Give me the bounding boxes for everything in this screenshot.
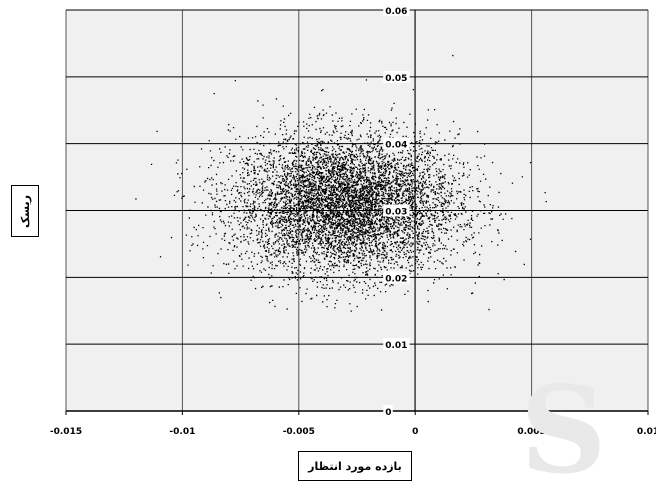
y-tick-label: 0.06 [385,7,407,17]
y-tick-label-bg [383,4,410,16]
x-tick-label: -0.015 [50,427,82,437]
y-tick-label-bg [383,204,410,217]
y-tick-label: 0.02 [385,274,407,284]
y-tick-label-bg [383,137,410,150]
watermark-shape: S [520,360,607,501]
y-tick-label-bg [383,405,393,417]
y-tick-label-bg [383,338,410,351]
y-tick-label: 0.04 [385,141,407,151]
scatter-chart: -0.015 -0.01 -0.005 0 0.005 0.01 0 0.01 0.02 0.0… [49,4,656,437]
y-axis-label-box: ریسک [11,185,39,237]
scatter-point-cloud [135,54,547,312]
y-tick-label: 0.05 [385,74,407,84]
x-tick-label: 0.01 [637,427,656,437]
x-tick-label: 0 [412,427,418,437]
x-tick-label: -0.01 [169,427,195,437]
y-axis-label: ریسک [18,194,32,228]
y-tick-label: 0 [385,408,391,418]
x-axis-label: بازده مورد انتظار [298,451,412,481]
x-tick-label: -0.005 [283,427,315,437]
y-tick-label-bg [383,70,410,83]
y-tick-labels: 0 0.01 0.02 0.03 0.04 0.05 0.06 [383,4,410,418]
y-tick-label-bg [383,271,410,284]
horizontal-gridlines [66,9,648,345]
x-tick-labels: -0.015 -0.01 -0.005 0 0.005 0.01 [50,411,656,437]
scatter-points [135,54,547,312]
x-tick-label: 0.005 [517,427,545,437]
y-tick-label: 0.01 [385,341,407,351]
y-tick-label: 0.03 [385,208,407,218]
